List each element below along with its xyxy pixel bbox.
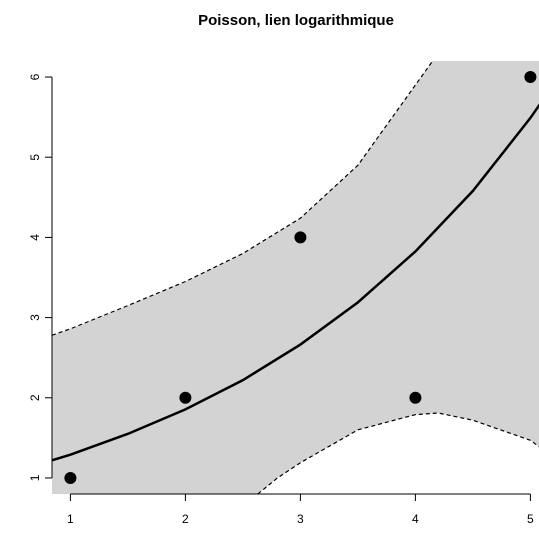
fit-line [52,103,539,462]
y-tick-label: 5 [28,154,42,161]
x-tick-label: 4 [412,512,419,526]
y-tick-label: 6 [28,73,42,80]
y-tick-label: 4 [28,234,42,241]
x-tick-label: 1 [67,512,74,526]
data-point [294,231,307,244]
x-tick-label: 5 [527,512,534,526]
lower-bound [257,412,539,494]
confidence-band [52,61,539,494]
chart-title: Poisson, lien logarithmique [198,12,394,29]
data-point [409,391,422,404]
data-point [524,71,537,84]
data-point [64,471,77,484]
y-tick-label: 2 [28,394,42,401]
x-tick-label: 3 [297,512,304,526]
x-tick-label: 2 [182,512,189,526]
y-tick-label: 3 [28,314,42,321]
y-tick-label: 1 [28,474,42,481]
plot-area [52,61,539,494]
data-point [179,391,192,404]
